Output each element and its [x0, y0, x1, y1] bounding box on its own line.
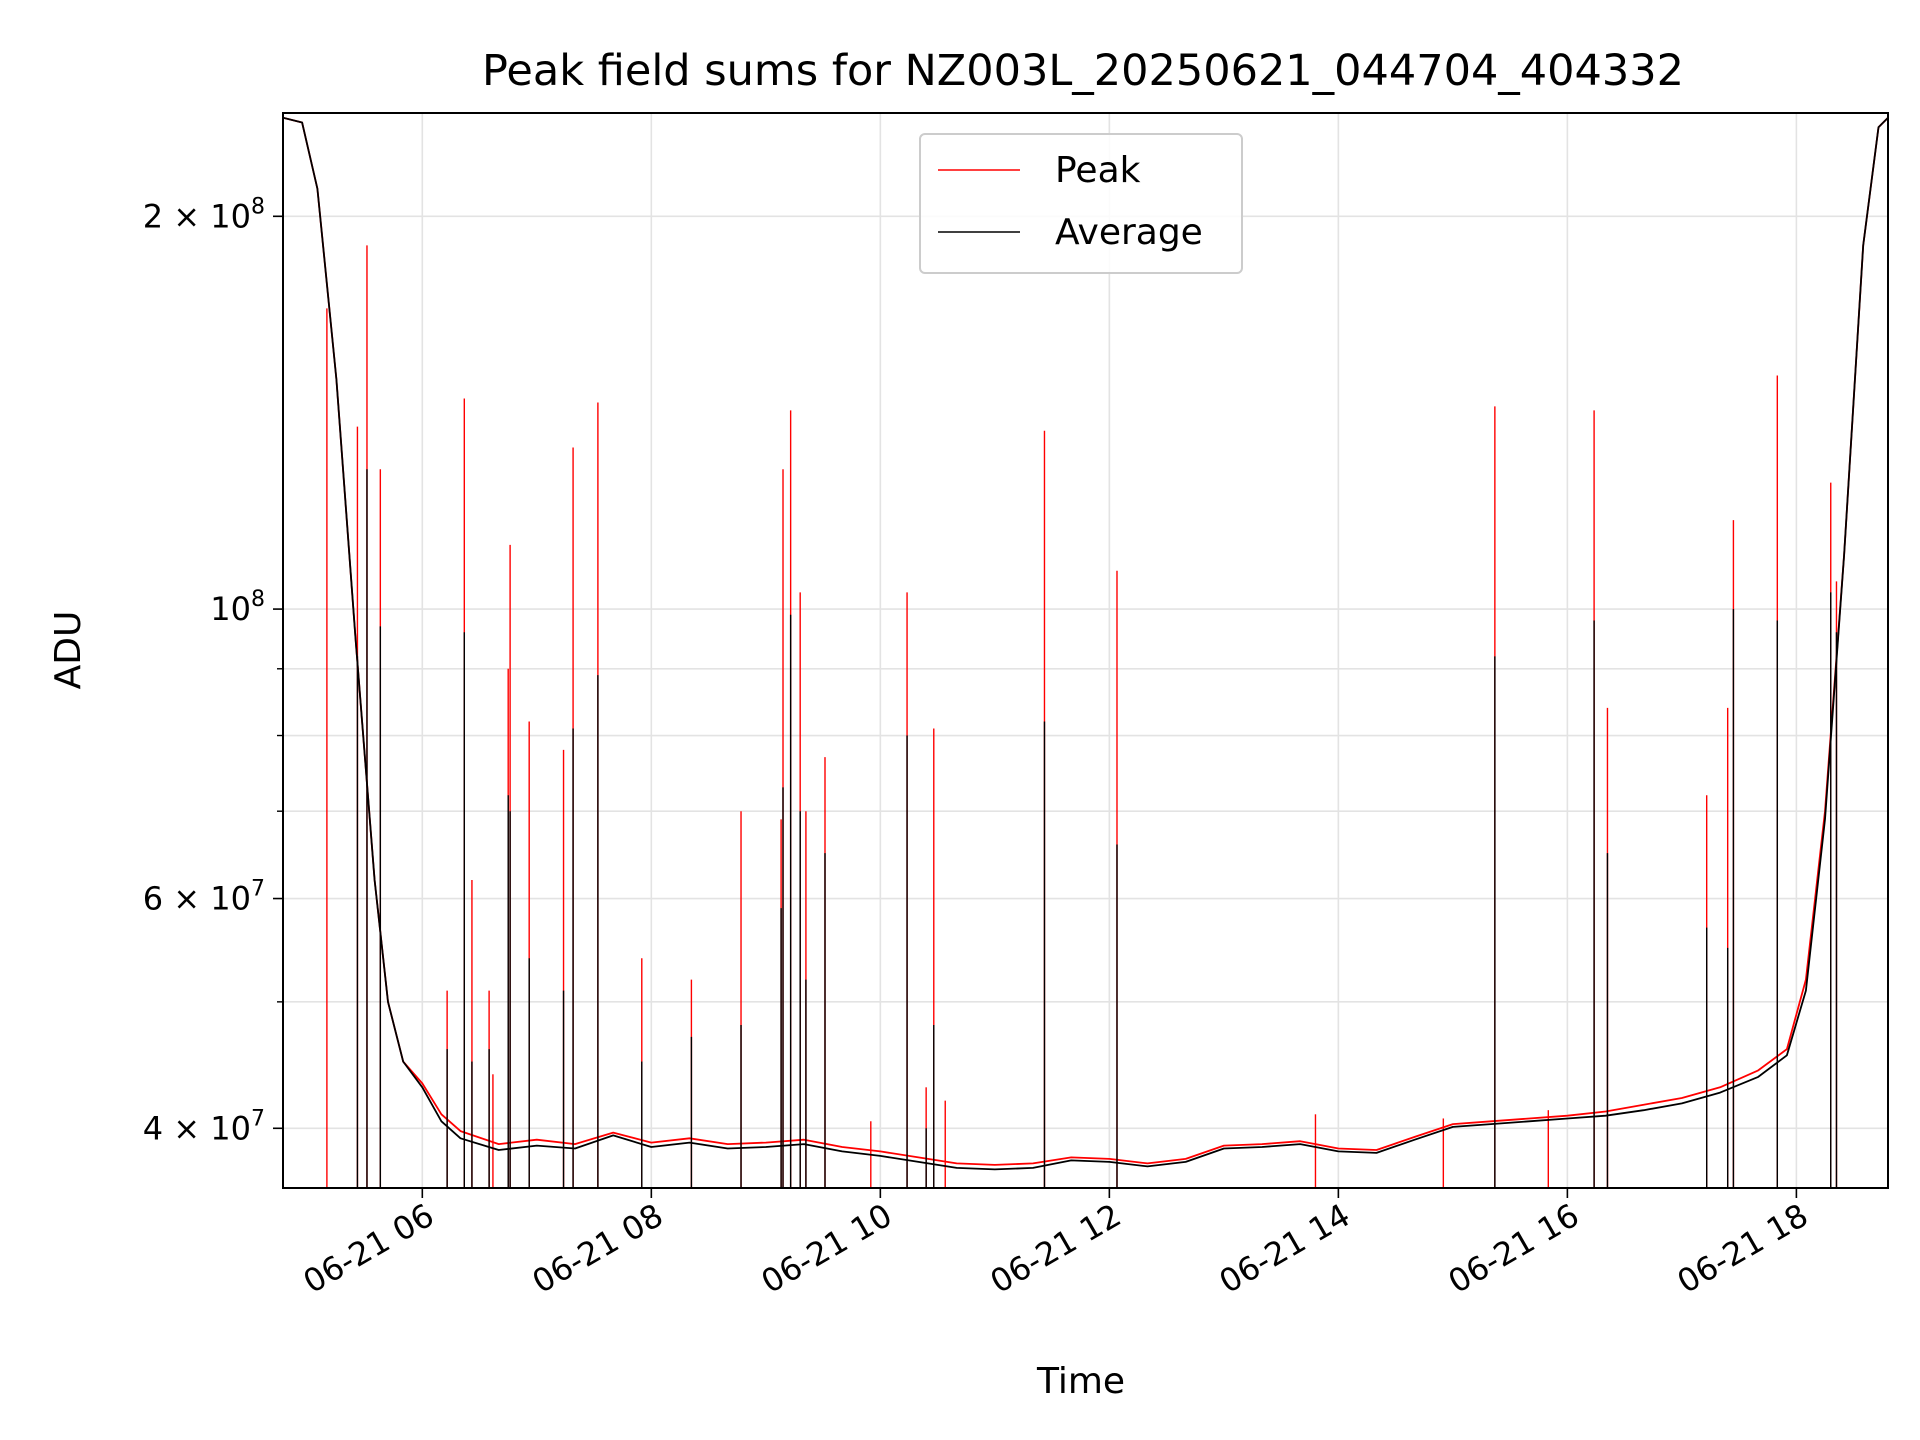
y-tick-label: 6 × 107: [143, 877, 265, 918]
y-axis-label: ADU: [48, 611, 89, 690]
legend: Peak Average: [919, 133, 1243, 274]
y-tick-label: 108: [210, 587, 265, 628]
series-average: [283, 116, 1888, 1188]
y-tick-label: 4 × 107: [143, 1106, 265, 1147]
y-tick-label: 2 × 108: [143, 194, 265, 235]
x-axis-label: Time: [1036, 1361, 1125, 1402]
plot-frame: [282, 112, 1889, 1189]
series-average-line: [283, 116, 1888, 1171]
series-layer: [283, 116, 1888, 1188]
chart-title: Peak field sums for NZ003L_20250621_0447…: [482, 46, 1684, 96]
legend-frame: [919, 133, 1243, 274]
series-peak-line: [283, 116, 1888, 1166]
legend-label-peak: Peak: [1055, 150, 1141, 191]
legend-label-average: Average: [1055, 212, 1203, 253]
